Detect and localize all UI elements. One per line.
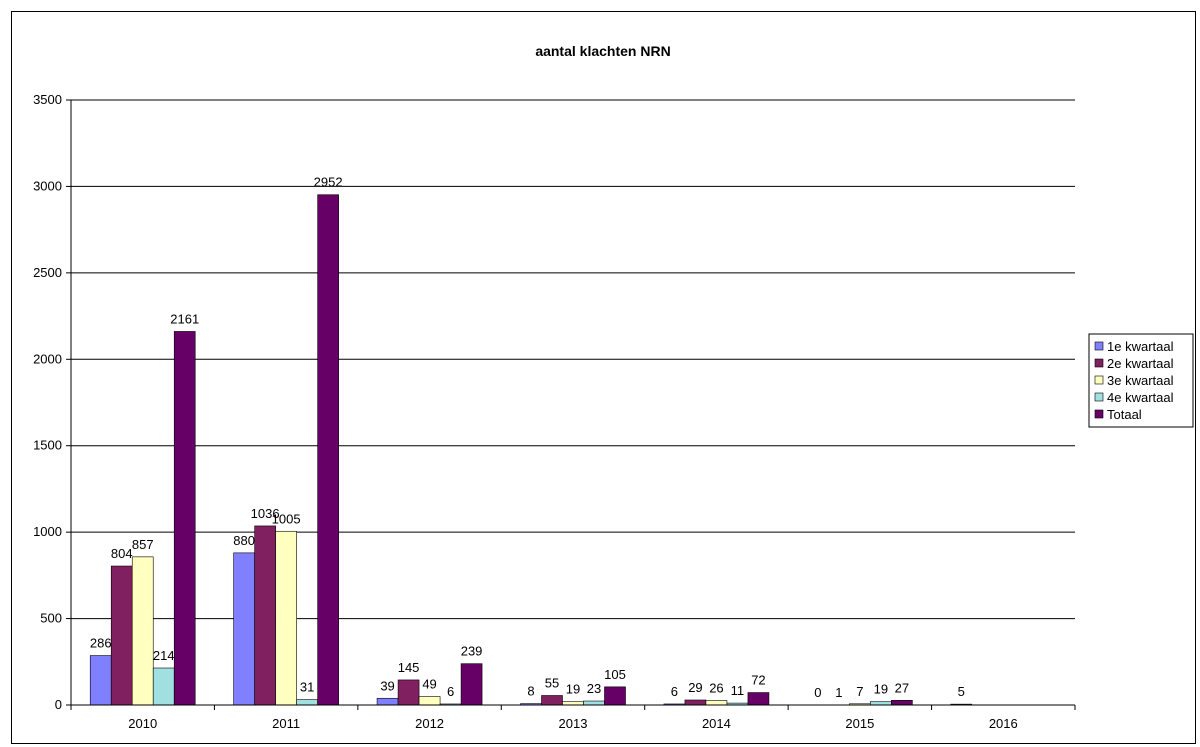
data-label: 72 xyxy=(751,673,765,688)
data-label: 239 xyxy=(461,644,483,659)
bar xyxy=(275,530,297,706)
data-label: 880 xyxy=(233,533,255,548)
y-tick-label: 1000 xyxy=(33,524,62,539)
bar xyxy=(705,700,728,706)
x-tick-label: 2010 xyxy=(128,716,157,731)
bar xyxy=(684,699,707,706)
bar xyxy=(604,686,626,706)
data-label: 26 xyxy=(709,681,723,696)
gridlines xyxy=(71,99,1075,620)
data-label: 23 xyxy=(587,681,601,696)
axes: 0 500 1000 1500 2000 2500 3000 3500 2010 2011 2012… xyxy=(33,92,1076,731)
data-label: 145 xyxy=(398,660,420,675)
data-label: 286 xyxy=(90,636,112,651)
bar xyxy=(541,695,563,706)
data-label: 1005 xyxy=(272,511,301,526)
y-tick-label: 0 xyxy=(55,697,62,712)
y-tick-label: 3000 xyxy=(33,178,62,193)
bar xyxy=(317,194,339,706)
bar xyxy=(418,696,441,706)
legend: 1e kwartaal 2e kwartaal 3e kwartaal 4e kwar… xyxy=(1088,333,1194,428)
data-label: 55 xyxy=(545,675,559,690)
data-label: 804 xyxy=(111,546,133,561)
data-label: 1036 xyxy=(251,506,280,521)
legend-label: 4e kwartaal xyxy=(1107,390,1174,405)
legend-swatch xyxy=(1094,392,1104,402)
data-label: 11 xyxy=(731,683,745,698)
y-tick-label: 2500 xyxy=(33,265,62,280)
x-tick-label: 2014 xyxy=(702,716,731,731)
data-label: 29 xyxy=(688,680,702,695)
data-label: 6 xyxy=(671,684,678,699)
bar xyxy=(747,692,770,706)
bar xyxy=(254,525,276,706)
data-label: 105 xyxy=(604,667,626,682)
data-label: 6 xyxy=(447,684,454,699)
data-label: 39 xyxy=(380,678,394,693)
bar xyxy=(152,667,175,706)
bar xyxy=(296,699,318,706)
x-tick-label: 2015 xyxy=(845,716,874,731)
data-label: 214 xyxy=(153,648,175,663)
bar xyxy=(131,556,154,706)
legend-label: 2e kwartaal xyxy=(1107,356,1174,371)
y-tick-label: 3500 xyxy=(33,92,62,107)
data-label: 5 xyxy=(958,684,965,699)
data-label: 27 xyxy=(895,680,909,695)
data-label: 8 xyxy=(527,684,534,699)
x-tick-label: 2011 xyxy=(272,716,300,731)
x-tick-label: 2013 xyxy=(559,716,588,731)
chart-frame: aantal klachten NRN 286 804 857 214 2161 880 1… xyxy=(11,11,1196,744)
legend-swatch xyxy=(1094,358,1104,368)
chart-title: aantal klachten NRN xyxy=(535,43,670,59)
bar xyxy=(891,700,913,706)
legend-label: 3e kwartaal xyxy=(1107,373,1174,388)
data-label: 857 xyxy=(132,537,154,552)
chart-svg: aantal klachten NRN 28680485721421618801… xyxy=(33,43,1194,731)
bar xyxy=(460,663,483,706)
bar xyxy=(583,700,605,706)
bar xyxy=(89,655,112,706)
data-label: 2952 xyxy=(314,175,343,190)
bars xyxy=(89,194,973,706)
data-label: 1 xyxy=(835,685,842,700)
legend-label: Totaal xyxy=(1107,407,1142,422)
legend-swatch xyxy=(1094,341,1104,351)
data-label: 19 xyxy=(566,682,580,697)
y-tick-label: 1500 xyxy=(33,438,62,453)
data-label: 2161 xyxy=(170,311,199,326)
data-label: 31 xyxy=(300,680,314,695)
y-tick-label: 2000 xyxy=(33,351,62,366)
data-label: 19 xyxy=(874,682,888,697)
data-label: 0 xyxy=(814,685,821,700)
data-label: 49 xyxy=(422,677,436,692)
x-tick-label: 2016 xyxy=(989,716,1018,731)
bar xyxy=(233,552,255,706)
data-labels: 2868048572142161880103610053129523914549… xyxy=(90,175,965,700)
bar xyxy=(397,679,420,706)
bar xyxy=(173,331,196,706)
data-label: 7 xyxy=(856,684,863,699)
legend-swatch xyxy=(1094,409,1104,419)
bar xyxy=(110,565,133,706)
legend-label: 1e kwartaal xyxy=(1107,339,1174,354)
bar xyxy=(376,697,399,706)
x-tick-label: 2012 xyxy=(415,716,444,731)
y-tick-label: 500 xyxy=(40,611,62,626)
legend-box xyxy=(1088,333,1194,428)
legend-swatch xyxy=(1094,375,1104,385)
